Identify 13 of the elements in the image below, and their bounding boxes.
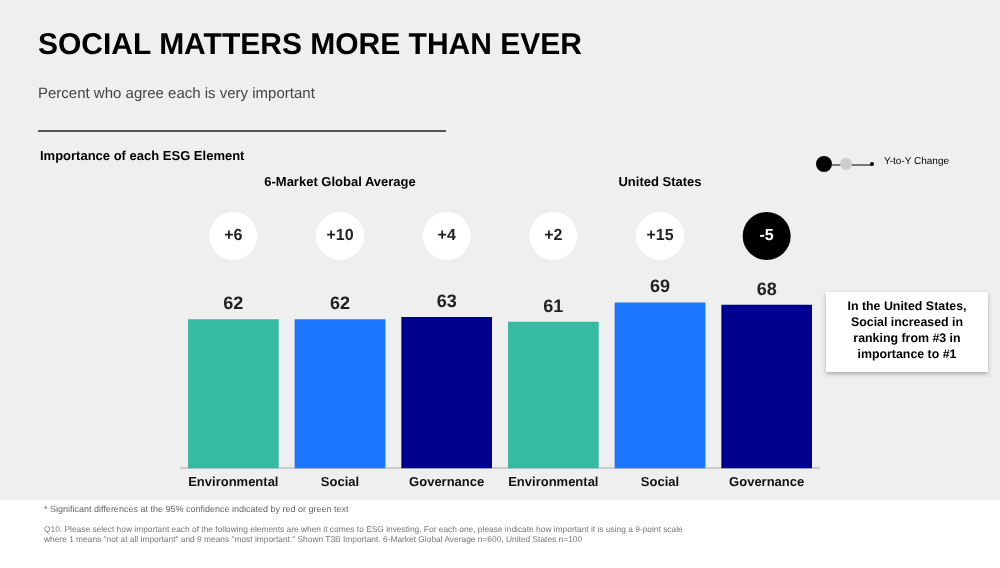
text: +15: [646, 226, 675, 245]
data-label: 61: [543, 295, 564, 316]
data-label: 63: [436, 290, 457, 311]
text: +4: [437, 226, 457, 245]
text: +10: [326, 226, 355, 245]
text: +6: [224, 226, 244, 245]
text: +2: [544, 226, 564, 245]
data-label: 62: [329, 293, 351, 314]
data-label: 69: [649, 276, 671, 297]
text: SOCIAL MATTERS MORE THAN EVER: [38, 28, 582, 62]
data-label: 62: [223, 293, 244, 314]
text: -5: [759, 226, 775, 245]
data-label: 68: [756, 278, 777, 299]
